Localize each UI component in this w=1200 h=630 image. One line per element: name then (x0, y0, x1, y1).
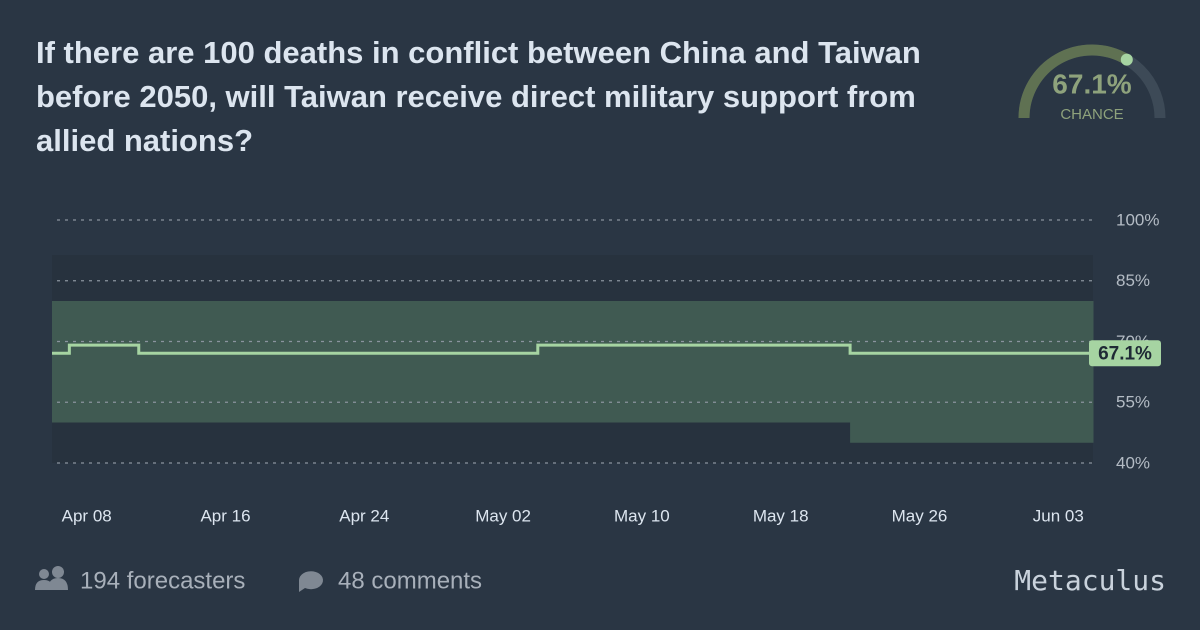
footer: 194 forecasters 48 comments Metaculus (35, 564, 1166, 597)
gauge-caption: CHANCE (1060, 106, 1123, 123)
gauge-marker (1120, 53, 1133, 66)
brand: Metaculus (1014, 564, 1166, 597)
x-tick-label: May 02 (475, 506, 531, 525)
confidence-band (52, 301, 70, 423)
x-tick-label: Jun 03 (1033, 506, 1084, 525)
x-tick-label: Apr 08 (62, 506, 112, 525)
y-tick-label: 85% (1116, 271, 1150, 290)
current-label-box (1089, 340, 1161, 367)
gauge-value: 67.1% (1052, 68, 1131, 99)
confidence-band (138, 301, 539, 423)
x-tick-label: Apr 24 (339, 506, 389, 525)
comments-count: 48 comments (338, 567, 482, 594)
gauge-fill (1018, 44, 1130, 119)
forecasters-count: 194 forecasters (80, 567, 245, 594)
current-label: 67.1% (1098, 343, 1152, 364)
question-title: If there are 100 deaths in conflict betw… (36, 35, 921, 158)
confidence-band (537, 301, 851, 423)
confidence-band (850, 301, 1094, 443)
y-tick-label: 100% (1116, 210, 1159, 229)
x-tick-label: May 10 (614, 506, 670, 525)
title-line: If there are 100 deaths in conflict betw… (36, 35, 921, 70)
prediction-line (52, 343, 1093, 355)
y-tick-label: 40% (1116, 453, 1150, 472)
x-tick-label: May 18 (753, 506, 809, 525)
y-tick-label: 55% (1116, 393, 1150, 412)
x-tick-label: Apr 16 (200, 506, 250, 525)
users-icon (35, 566, 68, 590)
title-line: before 2050, will Taiwan receive direct … (36, 79, 916, 114)
title-line: allied nations? (36, 123, 253, 158)
comments-icon (299, 571, 323, 592)
x-tick-label: May 26 (892, 506, 948, 525)
confidence-band (69, 301, 140, 423)
